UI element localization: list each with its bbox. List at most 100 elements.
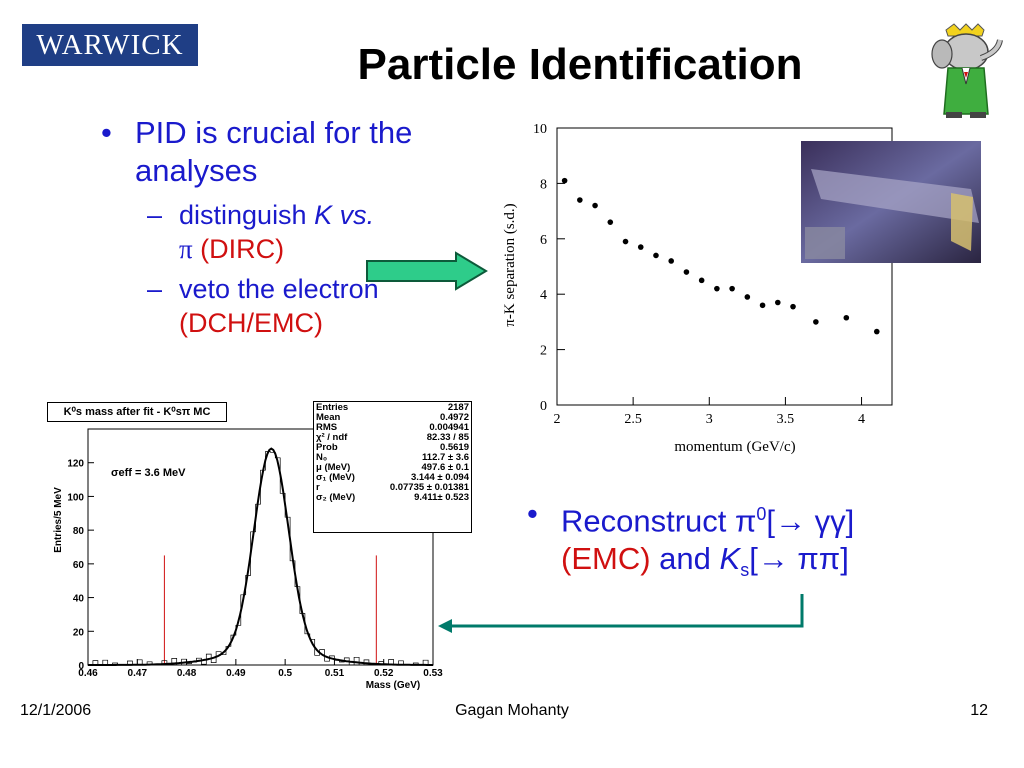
elephant-mascot-image bbox=[931, 23, 1003, 118]
separation-point bbox=[607, 219, 614, 225]
fit-stats-name: RMS bbox=[316, 422, 338, 433]
fit-stats-row: σ₁ (MeV) 3.144 ± 0.094 bbox=[314, 473, 471, 483]
footer-author: Gagan Mohanty bbox=[455, 702, 569, 719]
bullet-reconstruct: • Reconstruct π0[→ γγ] (EMC) and Ks[→ ππ… bbox=[527, 496, 855, 581]
fit-stats-value: 0.07735 ± 0.01381 bbox=[389, 482, 469, 493]
mass-histogram: 0.46 0.47 0.48 0.49 0.5 0.51 0.52 0.53 0 20 40 60 80… bbox=[53, 428, 443, 691]
fit-stats-row: χ² / ndf 82.33 / 85 bbox=[314, 433, 471, 443]
separation-point bbox=[698, 277, 705, 284]
fit-stats-row: Entries 2187 bbox=[314, 403, 471, 413]
separation-point bbox=[592, 202, 598, 209]
histogram-title: K⁰s mass after fit - K⁰sπ MC bbox=[47, 402, 227, 422]
separation-ytick-label: 6 bbox=[540, 233, 547, 248]
fit-stats-value: 9.411± 0.523 bbox=[414, 492, 469, 503]
histogram-ytick-label: 0 bbox=[78, 661, 84, 672]
histogram-ytick-label: 100 bbox=[67, 492, 84, 503]
fit-stats-row: N₀ 112.7 ± 3.6 bbox=[314, 453, 471, 463]
fit-stats-row: RMS 0.004941 bbox=[314, 423, 471, 433]
histogram-ylabel: Entries/5 MeV bbox=[53, 487, 64, 553]
slide-title: Particle Identification bbox=[357, 40, 803, 89]
teal-arrow-icon bbox=[438, 594, 804, 633]
histogram-xtick-label: 0.49 bbox=[226, 668, 246, 679]
separation-point bbox=[622, 238, 629, 245]
footer-page-number: 12 bbox=[970, 702, 988, 719]
bullet-list-pid: • PID is crucial for the analyses – dist… bbox=[101, 114, 455, 340]
fit-stats-name: N₀ bbox=[316, 452, 328, 463]
histogram-xtick-label: 0.53 bbox=[423, 668, 443, 679]
separation-point bbox=[759, 302, 766, 309]
histogram-ytick-label: 80 bbox=[73, 526, 85, 537]
warwick-logo: WARWICK bbox=[22, 24, 198, 66]
histogram-ytick-label: 20 bbox=[73, 627, 85, 638]
fit-stats-name: Prob bbox=[316, 442, 338, 453]
sub-bullet-dash: – bbox=[147, 274, 163, 304]
fit-stats-value: 0.004941 bbox=[429, 422, 469, 433]
separation-point bbox=[653, 252, 659, 259]
fit-stats-row: μ (MeV) 497.6 ± 0.1 bbox=[314, 463, 471, 473]
separation-ylabel: π-K separation (s.d.) bbox=[502, 203, 518, 326]
histogram-xtick-label: 0.47 bbox=[128, 668, 148, 679]
separation-point bbox=[813, 319, 819, 325]
histogram-ytick-label: 60 bbox=[73, 560, 85, 571]
separation-ytick-label: 8 bbox=[540, 177, 547, 192]
separation-point bbox=[683, 269, 690, 275]
fit-stats-value: 112.7 ± 3.6 bbox=[422, 452, 469, 463]
fit-stats-row: Prob 0.5619 bbox=[314, 443, 471, 453]
bullet-dot: • bbox=[101, 115, 112, 150]
fit-stats-name: Entries bbox=[316, 402, 349, 413]
separation-xtick-label: 3.5 bbox=[777, 412, 795, 427]
separation-point bbox=[744, 294, 751, 300]
histogram-xtick-label: 0.48 bbox=[177, 668, 197, 679]
fit-stats-name: σ₁ (MeV) bbox=[316, 472, 355, 483]
fit-stats-row: r 0.07735 ± 0.01381 bbox=[314, 483, 471, 493]
separation-ytick-label: 0 bbox=[540, 399, 547, 414]
separation-point bbox=[774, 299, 781, 306]
separation-xtick-label: 3 bbox=[706, 412, 713, 427]
separation-point bbox=[668, 258, 675, 264]
fit-stats-value: 3.144 ± 0.094 bbox=[410, 472, 469, 483]
histogram-ytick-label: 40 bbox=[73, 594, 85, 605]
fit-stats-name: r bbox=[316, 482, 320, 493]
sub-bullet-dash: – bbox=[147, 200, 163, 230]
fit-stats-value: 2187 bbox=[447, 402, 469, 413]
separation-xtick-label: 2.5 bbox=[624, 412, 642, 427]
bullet-pid: • PID is crucial for the analyses bbox=[101, 115, 413, 188]
fit-stats-name: μ (MeV) bbox=[316, 462, 351, 473]
separation-ytick-label: 4 bbox=[540, 288, 547, 303]
separation-plot-frame bbox=[556, 127, 893, 406]
separation-ytick-label: 10 bbox=[533, 122, 547, 137]
separation-point bbox=[843, 314, 850, 321]
sub-bullet-distinguish: – distinguish K vs. π (DIRC) bbox=[147, 200, 375, 264]
dirc-bar-photo bbox=[801, 141, 981, 263]
histogram-fit-curve bbox=[88, 447, 433, 666]
fit-stats-name: χ² / ndf bbox=[316, 432, 348, 443]
separation-xtick-label: 4 bbox=[858, 412, 865, 427]
bullet-dot: • bbox=[527, 496, 538, 531]
fit-stats-box: Entries 2187 Mean 0.4972 RMS 0.004941 χ² / ndf… bbox=[313, 401, 472, 533]
separation-point bbox=[790, 303, 796, 310]
footer-date: 12/1/2006 bbox=[20, 702, 92, 719]
sub-bullet-veto: – veto the electron (DCH/EMC) bbox=[147, 274, 379, 338]
separation-point bbox=[729, 285, 735, 292]
fit-stats-value: 497.6 ± 0.1 bbox=[421, 462, 469, 473]
fit-stats-row: Mean 0.4972 bbox=[314, 413, 471, 423]
fit-stats-table: Entries 2187 Mean 0.4972 RMS 0.004941 χ² / ndf… bbox=[314, 403, 471, 503]
fit-stats-name: Mean bbox=[316, 412, 341, 423]
separation-point bbox=[577, 197, 583, 203]
histogram-xtick-label: 0.5 bbox=[278, 668, 292, 679]
separation-point bbox=[714, 285, 720, 292]
histogram-frame bbox=[87, 428, 434, 666]
separation-xtick-label: 2 bbox=[554, 412, 561, 427]
fit-stats-value: 0.5619 bbox=[439, 442, 469, 453]
separation-point bbox=[637, 244, 644, 250]
histogram-xtick-label: 0.46 bbox=[78, 668, 98, 679]
fit-stats-value: 0.4972 bbox=[439, 412, 469, 423]
separation-xlabel: momentum (GeV/c) bbox=[674, 439, 795, 455]
histogram-xtick-label: 0.51 bbox=[325, 668, 345, 679]
histogram-xtick-label: 0.52 bbox=[374, 668, 394, 679]
green-arrow-icon bbox=[366, 251, 488, 291]
separation-point bbox=[873, 328, 880, 335]
histogram-xlabel: Mass (GeV) bbox=[366, 680, 420, 691]
fit-stats-value: 82.33 / 85 bbox=[426, 432, 469, 443]
